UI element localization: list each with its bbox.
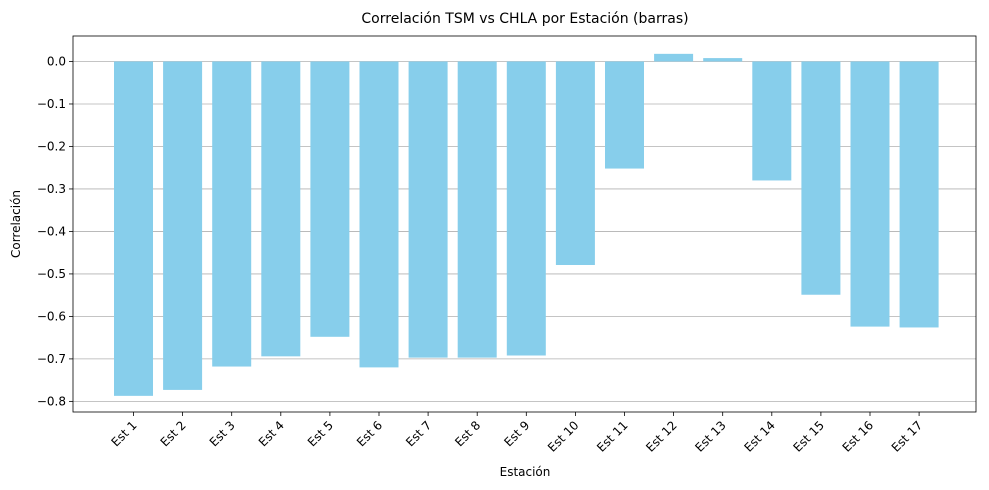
bar (703, 58, 743, 62)
y-tick-label: −0.6 (37, 309, 66, 323)
bar (408, 61, 448, 358)
y-axis-label: Correlación (9, 190, 23, 258)
bar (163, 61, 203, 390)
y-axis: 0.0 −0.1 −0.2 −0.3 −0.4 −0.5 −0.6 −0.7 −0.8 (37, 54, 73, 408)
y-tick-label: −0.7 (37, 352, 66, 366)
bar (310, 61, 350, 337)
bar (261, 61, 301, 357)
bar (212, 61, 252, 367)
y-tick-label: −0.2 (37, 139, 66, 153)
x-axis-label: Estación (500, 465, 551, 479)
bar (506, 61, 546, 356)
y-tick-label: −0.1 (37, 97, 66, 111)
bar (457, 61, 497, 358)
y-tick-label: −0.5 (37, 267, 66, 281)
plot-frame (72, 35, 977, 413)
bar (752, 61, 792, 181)
chart-title: Correlación TSM vs CHLA por Estación (ba… (361, 11, 688, 27)
y-tick-label: −0.4 (37, 224, 66, 238)
bar (801, 61, 841, 295)
y-tick-label: −0.3 (37, 182, 66, 196)
bar (114, 61, 153, 396)
bars (114, 53, 939, 396)
bar (899, 61, 939, 328)
bar (555, 61, 595, 265)
bar (359, 61, 399, 368)
y-tick-label: −0.8 (37, 394, 66, 408)
bar (654, 53, 694, 62)
y-tick-label: 0.0 (47, 54, 66, 68)
bar (605, 61, 644, 169)
bar (850, 61, 890, 327)
